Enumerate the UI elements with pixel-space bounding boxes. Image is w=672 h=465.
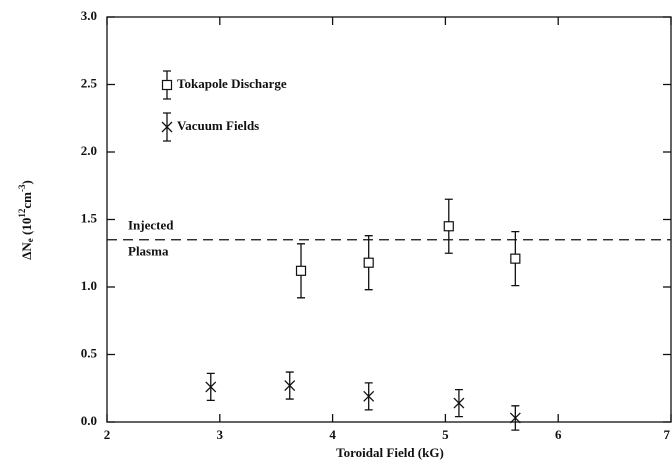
y-axis-label: ΔNe (1012cm-3): [17, 180, 35, 260]
x-axis-label: Toroidal Field (kG): [336, 445, 444, 460]
y-label-sub: e: [25, 238, 35, 242]
y-label-part: ): [19, 180, 34, 184]
point: [509, 412, 521, 424]
x-tick-label: 7: [664, 427, 671, 442]
legend-label: Tokapole Discharge: [177, 76, 287, 91]
point: [363, 257, 374, 268]
y-tick-label: 0.5: [81, 345, 98, 360]
point: [363, 390, 375, 402]
y-label-part: (10: [19, 218, 34, 239]
y-label-sup: -3: [17, 184, 27, 192]
x-tick-label: 5: [442, 427, 449, 442]
y-label-part: cm: [19, 192, 34, 209]
reference-label: Plasma: [128, 244, 169, 259]
y-label-sup: 12: [17, 208, 27, 218]
point: [510, 253, 521, 264]
y-tick-label: 0.0: [81, 413, 97, 428]
x-tick-label: 4: [329, 427, 336, 442]
point: [295, 265, 307, 276]
legend-marker: [161, 79, 173, 91]
point: [453, 397, 465, 409]
legend-marker: [161, 121, 173, 133]
x-tick-label: 3: [217, 427, 224, 442]
y-tick-label: 1.0: [81, 278, 97, 293]
x-tick-label: 6: [555, 427, 562, 442]
reference-label: Injected: [128, 218, 174, 233]
y-tick-label: 2.0: [81, 143, 97, 158]
y-tick-label: 2.5: [81, 75, 98, 90]
point: [205, 381, 217, 393]
point: [284, 380, 296, 392]
x-tick-label: 2: [104, 427, 111, 442]
y-label-part: ΔN: [19, 242, 34, 260]
y-tick-label: 3.0: [81, 8, 97, 23]
point: [443, 221, 454, 232]
y-tick-label: 1.5: [81, 210, 98, 225]
legend-label: Vacuum Fields: [177, 118, 259, 133]
